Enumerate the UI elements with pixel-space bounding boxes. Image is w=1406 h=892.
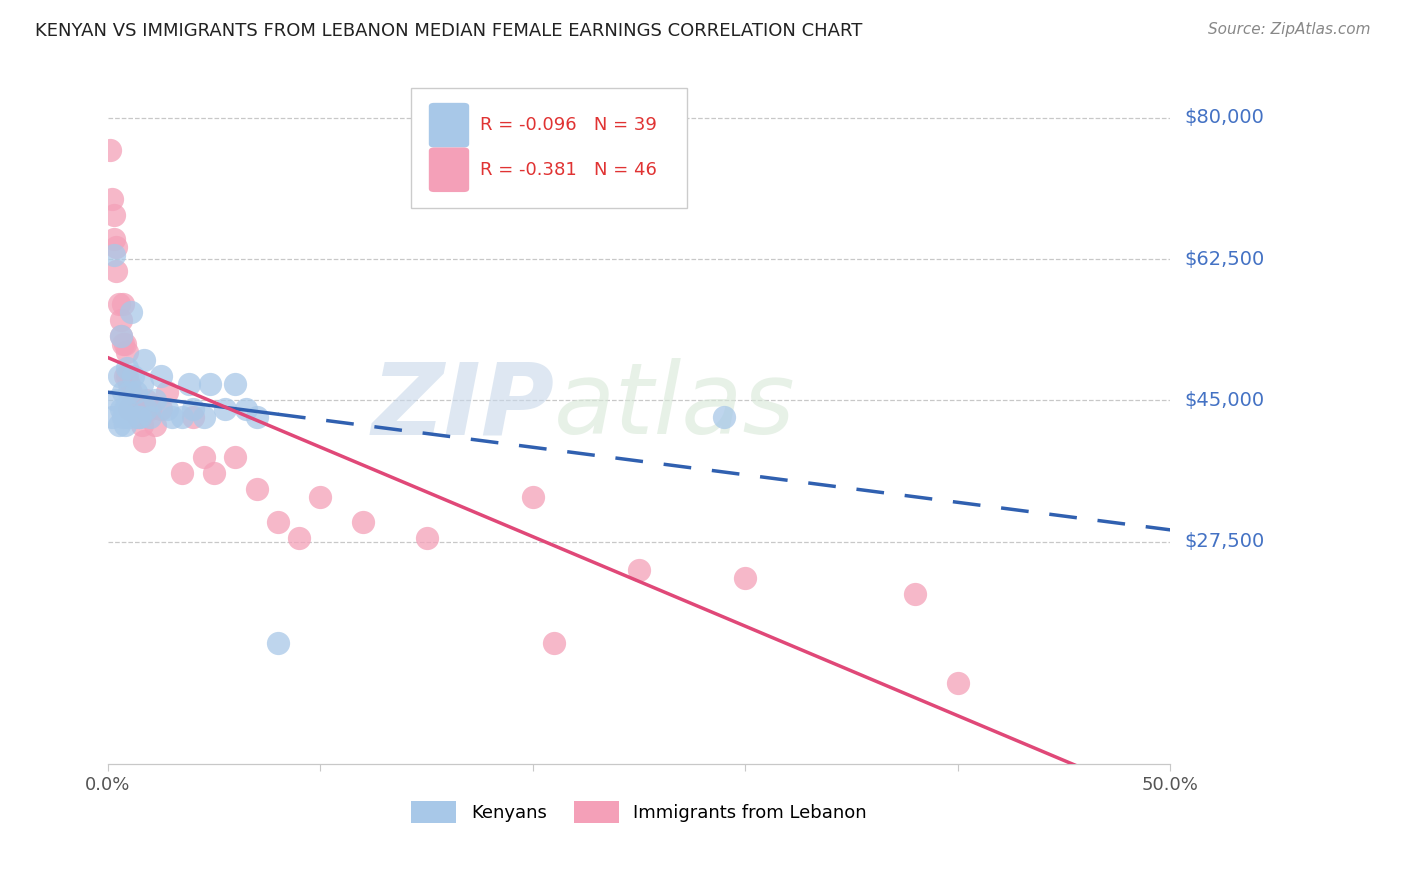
Point [193,450,215,464]
Point [131,417,153,432]
Point [115,369,138,384]
Point [107,296,129,310]
Point [139,401,162,416]
Text: $80,000: $80,000 [1184,108,1264,128]
Point [132,353,155,368]
Point [101,192,124,206]
Point [118,377,141,392]
Point [118,401,141,416]
Point [114,417,136,432]
Point [734,571,756,585]
Point [904,587,927,601]
Point [415,531,437,545]
Point [522,491,544,505]
Point [103,232,125,246]
Point [105,240,128,254]
Point [110,329,132,343]
Point [118,385,141,400]
Point [181,401,204,416]
Point [143,417,166,432]
Point [98,143,121,157]
Text: $45,000: $45,000 [1184,391,1264,410]
Point [111,337,134,351]
Point [111,409,134,424]
Point [120,385,142,400]
Text: KENYAN VS IMMIGRANTS FROM LEBANON MEDIAN FEMALE EARNINGS CORRELATION CHART: KENYAN VS IMMIGRANTS FROM LEBANON MEDIAN… [35,22,862,40]
Point [114,337,136,351]
Point [128,409,150,424]
Text: $62,500: $62,500 [1184,250,1264,268]
Point [107,369,129,384]
Point [198,377,221,392]
Point [110,401,132,416]
Point [156,401,179,416]
Point [115,345,138,359]
FancyBboxPatch shape [429,103,470,147]
Point [135,401,157,416]
Point [172,466,194,480]
Point [114,401,136,416]
Point [352,515,374,529]
Point [235,401,257,416]
Point [150,401,173,416]
Point [118,409,141,424]
Point [120,304,142,318]
Point [131,377,153,392]
Point [224,450,246,464]
Point [127,409,149,424]
Text: R = -0.381   N = 46: R = -0.381 N = 46 [479,161,657,178]
Text: $27,500: $27,500 [1184,533,1264,551]
Text: Source: ZipAtlas.com: Source: ZipAtlas.com [1208,22,1371,37]
Point [115,361,138,376]
Point [267,515,290,529]
Point [214,401,236,416]
Point [105,264,128,278]
Text: atlas: atlas [554,359,796,456]
Point [124,385,146,400]
Point [543,636,565,650]
Point [181,409,204,424]
Point [101,409,124,424]
Point [246,483,269,497]
Point [114,369,136,384]
Point [628,563,651,577]
FancyBboxPatch shape [411,87,688,208]
Point [309,491,332,505]
Point [224,377,246,392]
Point [111,296,134,310]
FancyBboxPatch shape [429,147,470,192]
Text: ZIP: ZIP [371,359,554,456]
Point [124,393,146,408]
Point [246,409,269,424]
Point [128,401,150,416]
Point [267,636,290,650]
Point [156,385,179,400]
Point [115,401,138,416]
Point [172,409,194,424]
Point [122,401,145,416]
Point [111,385,134,400]
Point [107,417,129,432]
Point [103,248,125,262]
Point [193,409,215,424]
Point [132,434,155,448]
Point [150,369,173,384]
Point [946,676,969,690]
Point [110,312,132,326]
Text: R = -0.096   N = 39: R = -0.096 N = 39 [479,116,657,134]
Point [105,393,128,408]
Point [202,466,225,480]
Legend: Kenyans, Immigrants from Lebanon: Kenyans, Immigrants from Lebanon [412,801,868,823]
Point [177,377,200,392]
Point [160,409,183,424]
Point [139,409,162,424]
Point [122,369,145,384]
Point [143,393,166,408]
Point [103,208,125,222]
Point [135,393,157,408]
Point [288,531,311,545]
Point [110,329,132,343]
Point [127,409,149,424]
Point [713,409,735,424]
